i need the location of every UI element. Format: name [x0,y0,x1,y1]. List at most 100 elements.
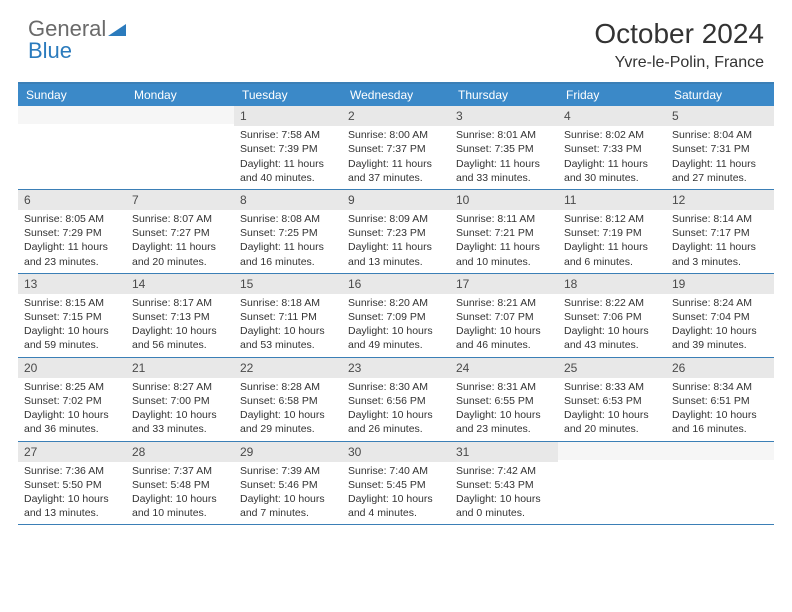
day-number: 21 [126,358,234,378]
sunset: Sunset: 7:25 PM [240,226,336,240]
daylight: Daylight: 11 hours and 10 minutes. [456,240,552,268]
day-body: Sunrise: 7:37 AMSunset: 5:48 PMDaylight:… [126,462,234,525]
daylight: Daylight: 10 hours and 56 minutes. [132,324,228,352]
sunrise: Sunrise: 7:42 AM [456,464,552,478]
daylight: Daylight: 11 hours and 20 minutes. [132,240,228,268]
day-cell: 1Sunrise: 7:58 AMSunset: 7:39 PMDaylight… [234,106,342,189]
sunset: Sunset: 5:43 PM [456,478,552,492]
day-number: 26 [666,358,774,378]
daylight: Daylight: 10 hours and 16 minutes. [672,408,768,436]
day-body: Sunrise: 8:27 AMSunset: 7:00 PMDaylight:… [126,378,234,441]
day-cell: 18Sunrise: 8:22 AMSunset: 7:06 PMDayligh… [558,274,666,357]
location: Yvre-le-Polin, France [594,54,764,72]
day-body: Sunrise: 7:58 AMSunset: 7:39 PMDaylight:… [234,126,342,189]
header: GeneralBlue October 2024 Yvre-le-Polin, … [0,0,792,80]
day-cell [126,106,234,189]
sunset: Sunset: 7:11 PM [240,310,336,324]
daylight: Daylight: 10 hours and 53 minutes. [240,324,336,352]
sunrise: Sunrise: 8:20 AM [348,296,444,310]
day-cell: 26Sunrise: 8:34 AMSunset: 6:51 PMDayligh… [666,358,774,441]
sunrise: Sunrise: 8:28 AM [240,380,336,394]
daylight: Daylight: 11 hours and 33 minutes. [456,157,552,185]
daylight: Daylight: 10 hours and 26 minutes. [348,408,444,436]
day-number: 29 [234,442,342,462]
day-body: Sunrise: 8:21 AMSunset: 7:07 PMDaylight:… [450,294,558,357]
calendar: SundayMondayTuesdayWednesdayThursdayFrid… [18,82,774,525]
day-number: 17 [450,274,558,294]
day-number: 5 [666,106,774,126]
day-number: 19 [666,274,774,294]
sunset: Sunset: 7:21 PM [456,226,552,240]
sunset: Sunset: 7:02 PM [24,394,120,408]
sunrise: Sunrise: 8:22 AM [564,296,660,310]
sunset: Sunset: 6:51 PM [672,394,768,408]
day-number: 25 [558,358,666,378]
day-body: Sunrise: 8:15 AMSunset: 7:15 PMDaylight:… [18,294,126,357]
day-cell: 6Sunrise: 8:05 AMSunset: 7:29 PMDaylight… [18,190,126,273]
sunset: Sunset: 6:56 PM [348,394,444,408]
day-cell: 12Sunrise: 8:14 AMSunset: 7:17 PMDayligh… [666,190,774,273]
day-of-week: Sunday [18,84,126,106]
sunrise: Sunrise: 8:11 AM [456,212,552,226]
day-cell: 11Sunrise: 8:12 AMSunset: 7:19 PMDayligh… [558,190,666,273]
day-number: 10 [450,190,558,210]
day-number [666,442,774,460]
sunrise: Sunrise: 7:37 AM [132,464,228,478]
day-cell: 28Sunrise: 7:37 AMSunset: 5:48 PMDayligh… [126,442,234,525]
day-cell: 31Sunrise: 7:42 AMSunset: 5:43 PMDayligh… [450,442,558,525]
sunset: Sunset: 5:48 PM [132,478,228,492]
logo-triangle-icon [108,22,126,40]
sunset: Sunset: 7:29 PM [24,226,120,240]
day-body: Sunrise: 8:22 AMSunset: 7:06 PMDaylight:… [558,294,666,357]
day-cell: 16Sunrise: 8:20 AMSunset: 7:09 PMDayligh… [342,274,450,357]
sunset: Sunset: 7:23 PM [348,226,444,240]
day-of-week-row: SundayMondayTuesdayWednesdayThursdayFrid… [18,84,774,106]
day-cell [666,442,774,525]
logo-blue: Blue [28,38,72,63]
day-number: 1 [234,106,342,126]
day-number: 3 [450,106,558,126]
day-cell: 8Sunrise: 8:08 AMSunset: 7:25 PMDaylight… [234,190,342,273]
daylight: Daylight: 10 hours and 20 minutes. [564,408,660,436]
day-body: Sunrise: 8:31 AMSunset: 6:55 PMDaylight:… [450,378,558,441]
day-cell [18,106,126,189]
daylight: Daylight: 11 hours and 23 minutes. [24,240,120,268]
daylight: Daylight: 10 hours and 59 minutes. [24,324,120,352]
week-row: 20Sunrise: 8:25 AMSunset: 7:02 PMDayligh… [18,358,774,442]
day-cell: 24Sunrise: 8:31 AMSunset: 6:55 PMDayligh… [450,358,558,441]
day-body: Sunrise: 8:01 AMSunset: 7:35 PMDaylight:… [450,126,558,189]
day-body: Sunrise: 8:18 AMSunset: 7:11 PMDaylight:… [234,294,342,357]
day-body: Sunrise: 8:11 AMSunset: 7:21 PMDaylight:… [450,210,558,273]
sunset: Sunset: 6:55 PM [456,394,552,408]
sunset: Sunset: 6:53 PM [564,394,660,408]
daylight: Daylight: 11 hours and 40 minutes. [240,157,336,185]
day-of-week: Wednesday [342,84,450,106]
sunrise: Sunrise: 8:33 AM [564,380,660,394]
day-number: 2 [342,106,450,126]
day-cell: 13Sunrise: 8:15 AMSunset: 7:15 PMDayligh… [18,274,126,357]
sunset: Sunset: 7:06 PM [564,310,660,324]
day-number: 8 [234,190,342,210]
sunset: Sunset: 7:07 PM [456,310,552,324]
sunrise: Sunrise: 8:08 AM [240,212,336,226]
sunset: Sunset: 7:27 PM [132,226,228,240]
sunrise: Sunrise: 8:07 AM [132,212,228,226]
logo-general: General [28,18,106,40]
week-row: 6Sunrise: 8:05 AMSunset: 7:29 PMDaylight… [18,190,774,274]
day-body: Sunrise: 8:28 AMSunset: 6:58 PMDaylight:… [234,378,342,441]
daylight: Daylight: 10 hours and 29 minutes. [240,408,336,436]
day-number: 22 [234,358,342,378]
day-body: Sunrise: 8:24 AMSunset: 7:04 PMDaylight:… [666,294,774,357]
day-body: Sunrise: 8:34 AMSunset: 6:51 PMDaylight:… [666,378,774,441]
daylight: Daylight: 10 hours and 46 minutes. [456,324,552,352]
day-cell: 29Sunrise: 7:39 AMSunset: 5:46 PMDayligh… [234,442,342,525]
day-number: 31 [450,442,558,462]
week-row: 13Sunrise: 8:15 AMSunset: 7:15 PMDayligh… [18,274,774,358]
daylight: Daylight: 10 hours and 7 minutes. [240,492,336,520]
day-number [18,106,126,124]
day-body: Sunrise: 8:25 AMSunset: 7:02 PMDaylight:… [18,378,126,441]
week-row: 1Sunrise: 7:58 AMSunset: 7:39 PMDaylight… [18,106,774,190]
day-body: Sunrise: 8:30 AMSunset: 6:56 PMDaylight:… [342,378,450,441]
sunrise: Sunrise: 8:01 AM [456,128,552,142]
day-number [558,442,666,460]
